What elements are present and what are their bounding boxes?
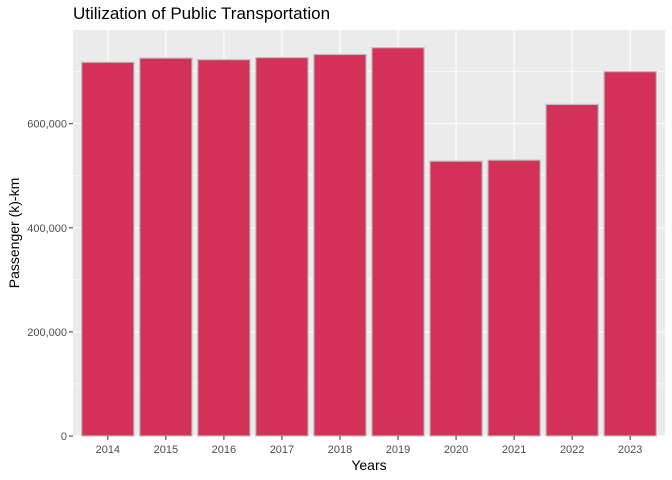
bar-2014 <box>81 61 135 437</box>
bar-2016 <box>197 59 251 437</box>
bar-2023 <box>603 71 657 437</box>
y-tick-label: 0 <box>61 431 67 443</box>
x-tick-label: 2023 <box>618 444 642 456</box>
y-tick-label: 200,000 <box>27 327 67 339</box>
bars <box>81 47 657 437</box>
bar-2019 <box>371 47 425 437</box>
x-tick-label: 2018 <box>328 444 352 456</box>
y-tick-label: 400,000 <box>27 223 67 235</box>
x-axis-title: Years <box>351 457 386 473</box>
x-axis: 2014 2015 2016 2017 2018 2019 2020 2021 2022 2023 <box>96 436 642 456</box>
bar-2018 <box>313 53 367 437</box>
x-tick-label: 2017 <box>270 444 294 456</box>
bar-2021 <box>487 159 541 437</box>
bar-2017 <box>255 56 309 437</box>
chart-title: Utilization of Public Transportation <box>73 4 331 23</box>
x-tick-label: 2020 <box>444 444 468 456</box>
x-tick-label: 2016 <box>212 444 236 456</box>
x-tick-label: 2015 <box>154 444 178 456</box>
y-axis: 0 200,000 400,000 600,000 <box>27 119 73 443</box>
y-axis-title: Passenger (k)-km <box>6 178 22 288</box>
y-tick-label: 600,000 <box>27 119 67 131</box>
bar-2020 <box>429 160 483 437</box>
x-tick-label: 2019 <box>386 444 410 456</box>
x-tick-label: 2014 <box>96 444 120 456</box>
x-tick-label: 2022 <box>560 444 584 456</box>
bar-2015 <box>139 57 193 437</box>
bar-2022 <box>545 103 599 437</box>
x-tick-label: 2021 <box>502 444 526 456</box>
